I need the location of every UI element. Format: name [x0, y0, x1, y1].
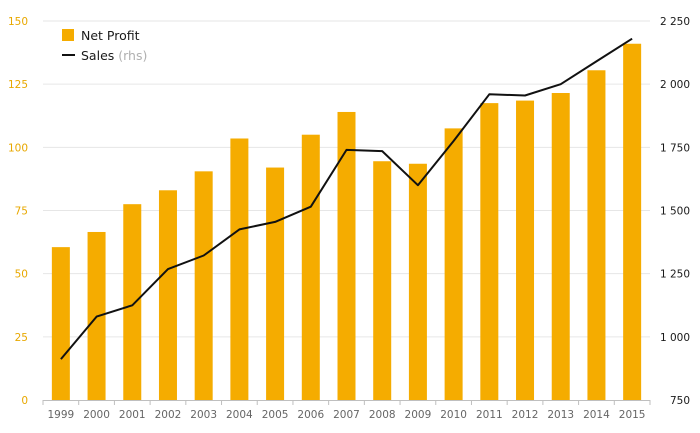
bar-2006 [301, 134, 320, 400]
y-right-tick-label: 2 250 [660, 16, 690, 28]
y-left-tick-label: 125 [8, 79, 28, 91]
x-tick-label: 2010 [440, 409, 467, 421]
y-left-tick-label: 25 [15, 332, 28, 344]
bar-2001 [123, 204, 142, 400]
svg-text:Sales (rhs): Sales (rhs) [81, 48, 147, 63]
bar-2007 [337, 111, 356, 401]
x-axis: 1999 2000 2001 2002 2003 2004 2005 2006 2007 2008… [42, 400, 651, 421]
x-tick-label: 2001 [119, 409, 146, 421]
x-tick-label: 2002 [155, 409, 182, 421]
line-series-sales [60, 37, 633, 360]
x-tick-label: 2014 [583, 409, 610, 421]
legend-label-net-profit: Net Profit [81, 28, 140, 43]
bar-2011 [480, 103, 499, 400]
bar-2004 [230, 138, 249, 401]
bar-2002 [158, 190, 177, 400]
bar-2009 [408, 163, 427, 400]
x-tick-label: 2007 [333, 409, 360, 421]
x-tick-label: 2003 [190, 409, 217, 421]
x-tick-label: 2005 [262, 409, 289, 421]
bar-1999 [51, 247, 70, 400]
bar-2015 [623, 43, 642, 401]
x-tick-label: 2011 [476, 409, 503, 421]
y-left-tick-label: 150 [8, 16, 28, 28]
bar-2014 [587, 70, 606, 401]
y-right-tick-label: 1 500 [660, 206, 690, 218]
x-tick-label: 2012 [512, 409, 539, 421]
bar-2003 [194, 171, 213, 400]
y-right-tick-label: 2 000 [660, 79, 690, 91]
y-axis-right: 750 1 000 1 250 1 500 1 750 2 000 2 250 [660, 16, 690, 407]
y-axis-left: 0 25 50 75 100 125 150 [8, 16, 28, 407]
y-right-tick-label: 1 250 [660, 269, 690, 281]
x-tick-label: 2013 [547, 409, 574, 421]
x-tick-label: 2009 [405, 409, 432, 421]
x-tick-label: 1999 [47, 409, 74, 421]
bar-2012 [516, 100, 535, 400]
bar-2010 [444, 128, 463, 400]
legend-swatch-net-profit [62, 29, 74, 41]
y-right-tick-label: 1 750 [660, 142, 690, 154]
y-left-tick-label: 0 [21, 395, 28, 407]
bar-2008 [373, 161, 392, 400]
bar-2005 [266, 167, 285, 400]
x-tick-label: 2004 [226, 409, 253, 421]
y-right-tick-label: 1 000 [660, 332, 690, 344]
x-tick-label: 2015 [619, 409, 646, 421]
x-tick-label: 2006 [297, 409, 324, 421]
x-tick-label: 2000 [83, 409, 110, 421]
y-left-tick-label: 50 [15, 269, 28, 281]
legend: Net Profit Sales (rhs) [62, 28, 147, 63]
legend-label-sales: Sales [81, 48, 114, 63]
legend-label-rhs: (rhs) [118, 48, 147, 63]
y-left-tick-label: 100 [8, 142, 28, 154]
y-left-tick-label: 75 [15, 206, 28, 218]
bar-2013 [551, 93, 570, 400]
x-tick-label: 2008 [369, 409, 396, 421]
y-right-tick-label: 750 [670, 395, 690, 407]
bar-series-net-profit [51, 43, 642, 401]
